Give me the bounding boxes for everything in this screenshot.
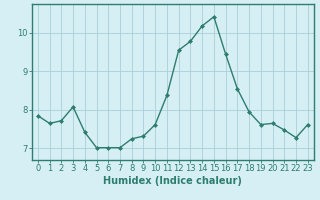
X-axis label: Humidex (Indice chaleur): Humidex (Indice chaleur) bbox=[103, 176, 242, 186]
